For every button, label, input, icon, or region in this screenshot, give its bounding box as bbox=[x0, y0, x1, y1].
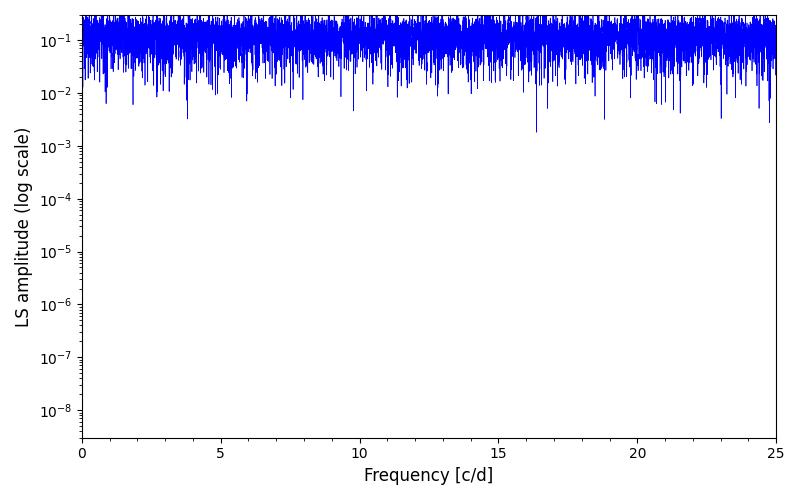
Y-axis label: LS amplitude (log scale): LS amplitude (log scale) bbox=[15, 126, 33, 326]
X-axis label: Frequency [c/d]: Frequency [c/d] bbox=[364, 467, 494, 485]
